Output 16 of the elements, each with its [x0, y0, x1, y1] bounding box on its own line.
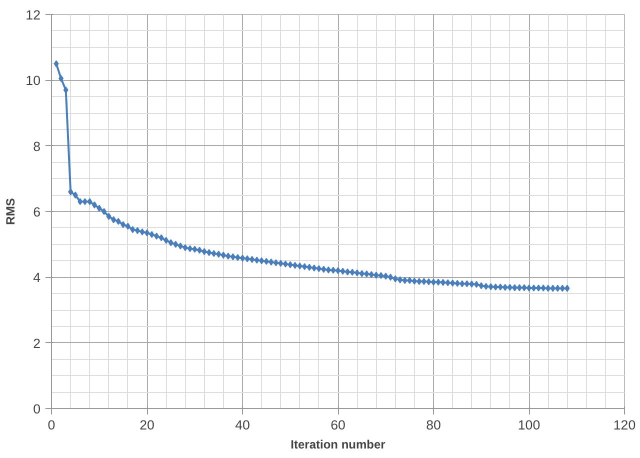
x-tick-label: 100: [518, 418, 540, 432]
y-tick-label: 10: [26, 73, 41, 88]
y-tick-label: 6: [33, 204, 41, 220]
x-axis-title: Iteration number: [290, 438, 386, 452]
y-tick-label: 0: [33, 402, 41, 416]
y-tick-label: 2: [33, 336, 41, 351]
x-tick-label: 80: [426, 418, 441, 432]
y-tick-label: 8: [33, 138, 41, 154]
y-tick-label: 12: [26, 8, 41, 22]
x-tick-label: 60: [330, 418, 346, 432]
y-tick-label: 4: [33, 270, 42, 286]
y-axis-title: RMS: [4, 198, 18, 225]
x-tick-label: 40: [235, 418, 250, 432]
x-tick-label: 20: [140, 418, 154, 432]
x-tick-label: 0: [48, 418, 56, 432]
x-tick-label: 120: [613, 418, 636, 432]
